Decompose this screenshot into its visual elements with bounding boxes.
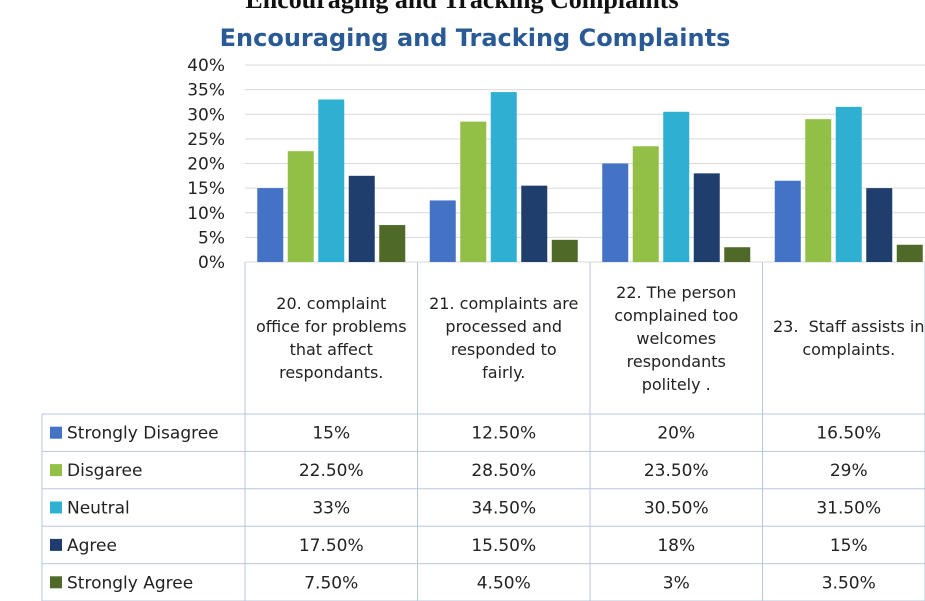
legend-label: Neutral [67,499,130,519]
bar [632,146,659,262]
legend-swatch [50,464,62,477]
bar [896,244,923,262]
bar [287,151,314,262]
legend-swatch [50,538,62,551]
bar [379,225,406,262]
legend-label: Strongly Disagree [67,424,219,444]
y-tick-label: 20% [187,155,225,175]
table-value: 3% [663,573,690,593]
bar [774,180,801,262]
legend-label: Disgaree [67,461,142,481]
x-tick-label: 23. Staff assists in complaints. [773,317,925,359]
table-value: 15% [830,536,868,556]
legend-label: Agree [67,536,117,556]
bar [602,163,629,262]
chart-title: Encouraging and Tracking Complaints [220,24,731,52]
table-value: 12.50% [471,424,536,444]
bar [348,175,375,262]
table-value: 3.50% [822,573,876,593]
bar [460,121,487,262]
y-tick-label: 25% [187,130,225,150]
table-value: 30.50% [644,499,709,519]
table-value: 23.50% [644,461,709,481]
bar [724,247,751,262]
y-tick-label: 5% [198,228,225,248]
bar [805,119,832,262]
y-tick-label: 35% [187,81,225,101]
table-value: 29% [830,461,868,481]
bar [318,99,345,262]
x-tick-label: 21. complaints are processed and respond… [429,294,584,382]
table-value: 7.50% [304,573,358,593]
table-value: 31.50% [816,499,881,519]
table-value: 15% [312,424,350,444]
bar [490,92,517,263]
legend-swatch [50,501,62,514]
bar [866,188,893,262]
y-tick-label: 15% [187,179,225,199]
table-value: 22.50% [299,461,364,481]
table-value: 16.50% [816,424,881,444]
table-value: 33% [312,499,350,519]
x-tick-label: 20. complaint office for problems that a… [255,294,412,382]
bar [257,188,284,262]
bar [551,239,578,262]
table-value: 15.50% [471,536,536,556]
table-value: 28.50% [471,461,536,481]
page-heading: Encouraging and Tracking Complaints [245,0,678,14]
bar [693,173,720,262]
x-tick-label: 22. The person complained too welcomes r… [614,282,744,394]
legend-label: Strongly Agree [67,573,193,593]
y-tick-label: 10% [187,204,225,224]
table-value: 17.50% [299,536,364,556]
y-tick-label: 0% [198,253,225,273]
legend-swatch [50,576,62,589]
bar [663,111,690,262]
table-value: 34.50% [471,499,536,519]
y-tick-label: 30% [187,105,225,125]
table-value: 4.50% [477,573,531,593]
bar [835,106,862,262]
bar [429,200,456,262]
bar [521,185,548,262]
table-value: 20% [657,424,695,444]
legend-swatch [50,426,62,439]
y-tick-label: 40% [187,56,225,76]
table-value: 18% [657,536,695,556]
